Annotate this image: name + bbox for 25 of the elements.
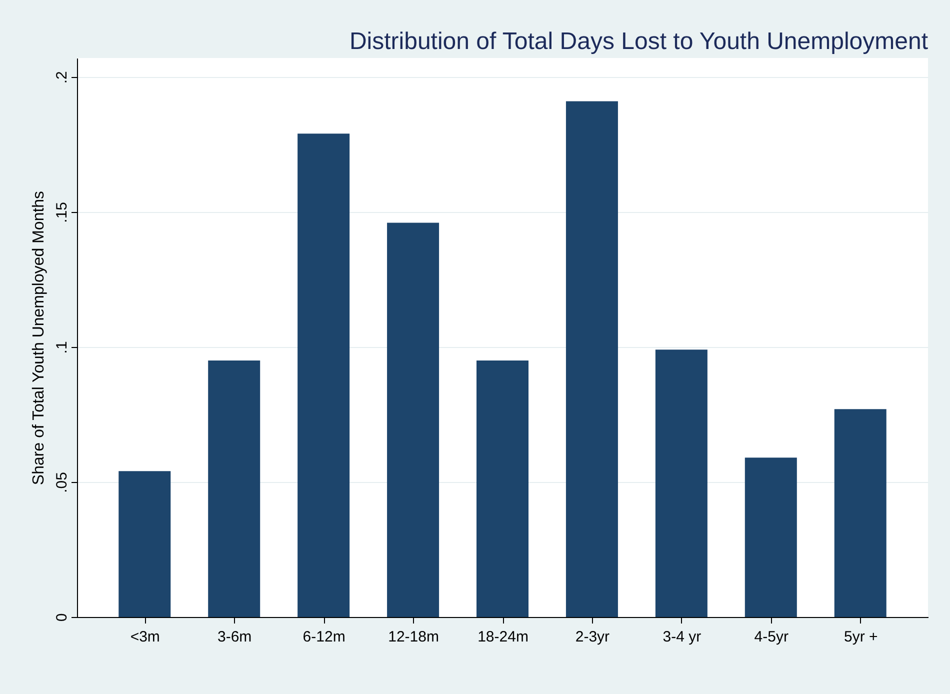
x-tick-label: 6-12m [302,628,346,646]
y-tick-label: .05 [54,472,70,493]
bar [566,101,618,617]
bar [387,222,440,617]
x-tick-label: 5yr + [844,628,878,646]
y-tick-label: .2 [54,71,70,84]
y-tick-label: .1 [54,341,70,354]
bar [298,134,350,617]
x-tick-label: 12-18m [388,628,439,646]
bar [118,471,171,617]
y-tick-label: .15 [54,202,70,223]
x-tick-label: 4-5yr [754,628,788,646]
x-tick-label: 3-6m [218,628,252,646]
x-tick-label: <3m [130,628,160,646]
y-axis-title: Share of Total Youth Unemployed Months [30,190,48,486]
y-tick-label: 0 [54,613,70,622]
chart-title: Distribution of Total Days Lost to Youth Unemployment [349,28,928,55]
bar [476,360,528,617]
x-tick-label: 2-3yr [575,628,610,646]
bar [834,409,886,617]
bar [208,360,260,617]
bar [655,350,708,617]
x-tick-label: 18-24m [478,628,528,646]
x-tick-label: 3-4 yr [662,628,702,646]
bar [744,458,797,617]
